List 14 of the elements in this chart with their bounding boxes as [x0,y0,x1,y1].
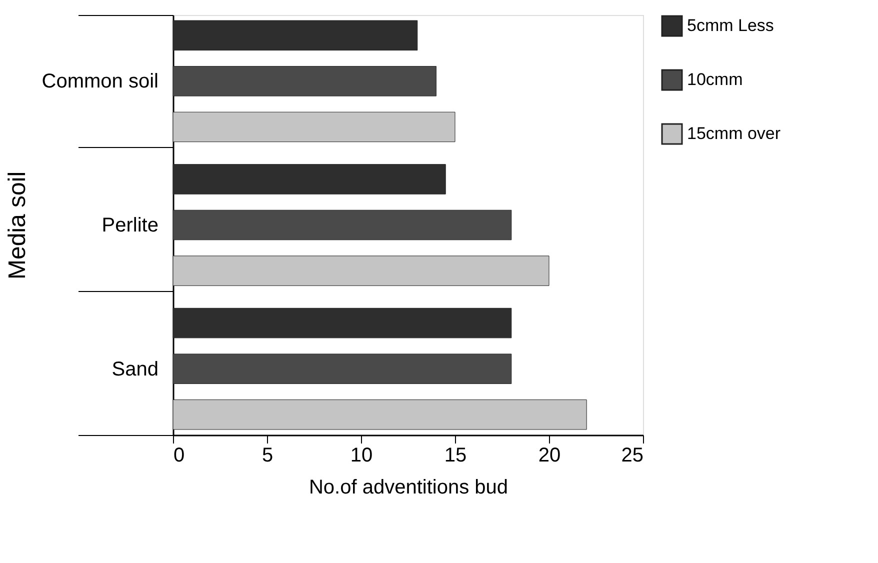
y-tick-label: Perlite [102,214,158,236]
x-tick-label: 5 [262,444,274,466]
x-tick-label: 15 [444,444,467,466]
x-tick-label: 25 [621,444,644,466]
legend-label: 10cmm [687,70,743,89]
legend-label: 5cmm Less [687,16,774,35]
x-axis-title: No.of adventitions bud [308,476,508,498]
y-axis-title: Media soil [4,171,31,280]
x-tick-label: 0 [174,444,185,466]
x-tick-label: 20 [538,444,561,466]
y-tick-label: Common soil [42,70,158,93]
y-tick-label: Sand [112,358,158,380]
legend-label: 15cmm over [687,124,781,143]
x-tick-label: 10 [350,444,373,466]
